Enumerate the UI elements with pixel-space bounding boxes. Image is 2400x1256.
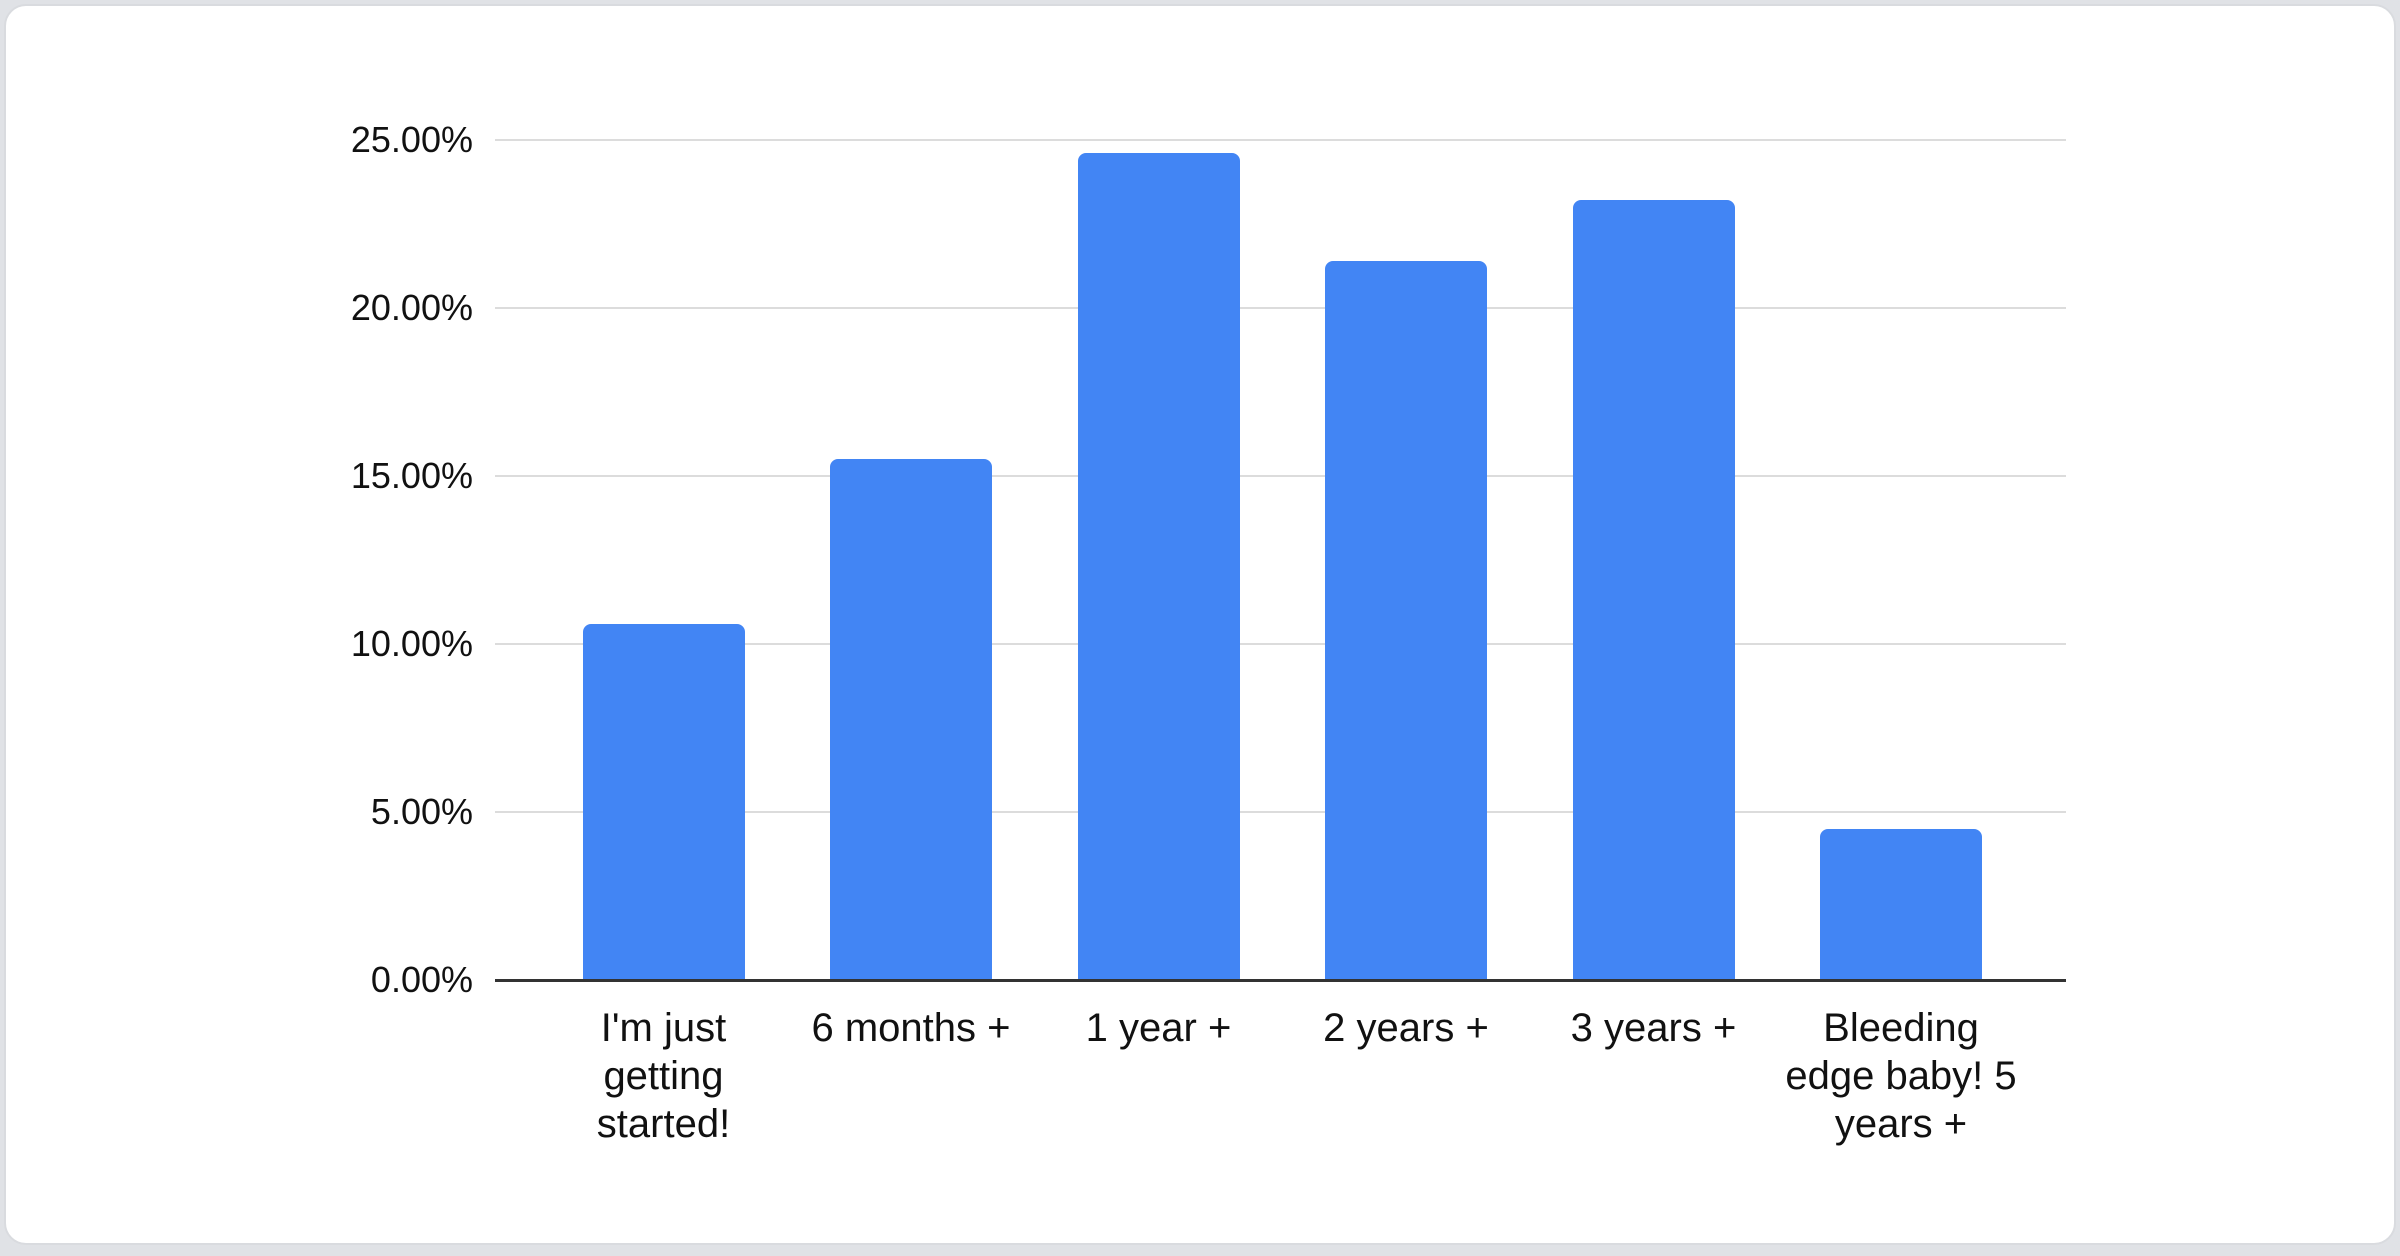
bar [582,624,745,980]
x-axis-line [495,979,2066,982]
x-axis-label: 3 years + [1570,1006,1737,1050]
bar [1572,200,1735,980]
x-axis-label: 1 year + [1085,1006,1232,1050]
y-tick-label: 5.00% [370,791,473,832]
x-axis-label: Bleeding edge baby! 5 years + [1785,1006,2017,1146]
x-axis-label: I'm just getting started! [596,1006,731,1146]
x-axis-label: 2 years + [1323,1006,1489,1050]
bar [1820,829,1982,980]
y-tick-label: 15.00% [350,455,473,496]
y-tick-label: 20.00% [350,287,473,328]
gridline [495,811,2066,813]
bar [1325,261,1487,980]
gridline [495,139,2066,141]
bar [1077,153,1240,980]
gridline [495,307,2066,309]
y-tick-label: 10.00% [350,623,473,664]
y-tick-label: 0.00% [370,959,473,1000]
y-tick-label: 25.00% [350,119,473,160]
gridline [495,643,2066,645]
x-axis-label: 6 months + [811,1006,1011,1050]
bar [830,459,992,980]
gridline [495,475,2066,477]
